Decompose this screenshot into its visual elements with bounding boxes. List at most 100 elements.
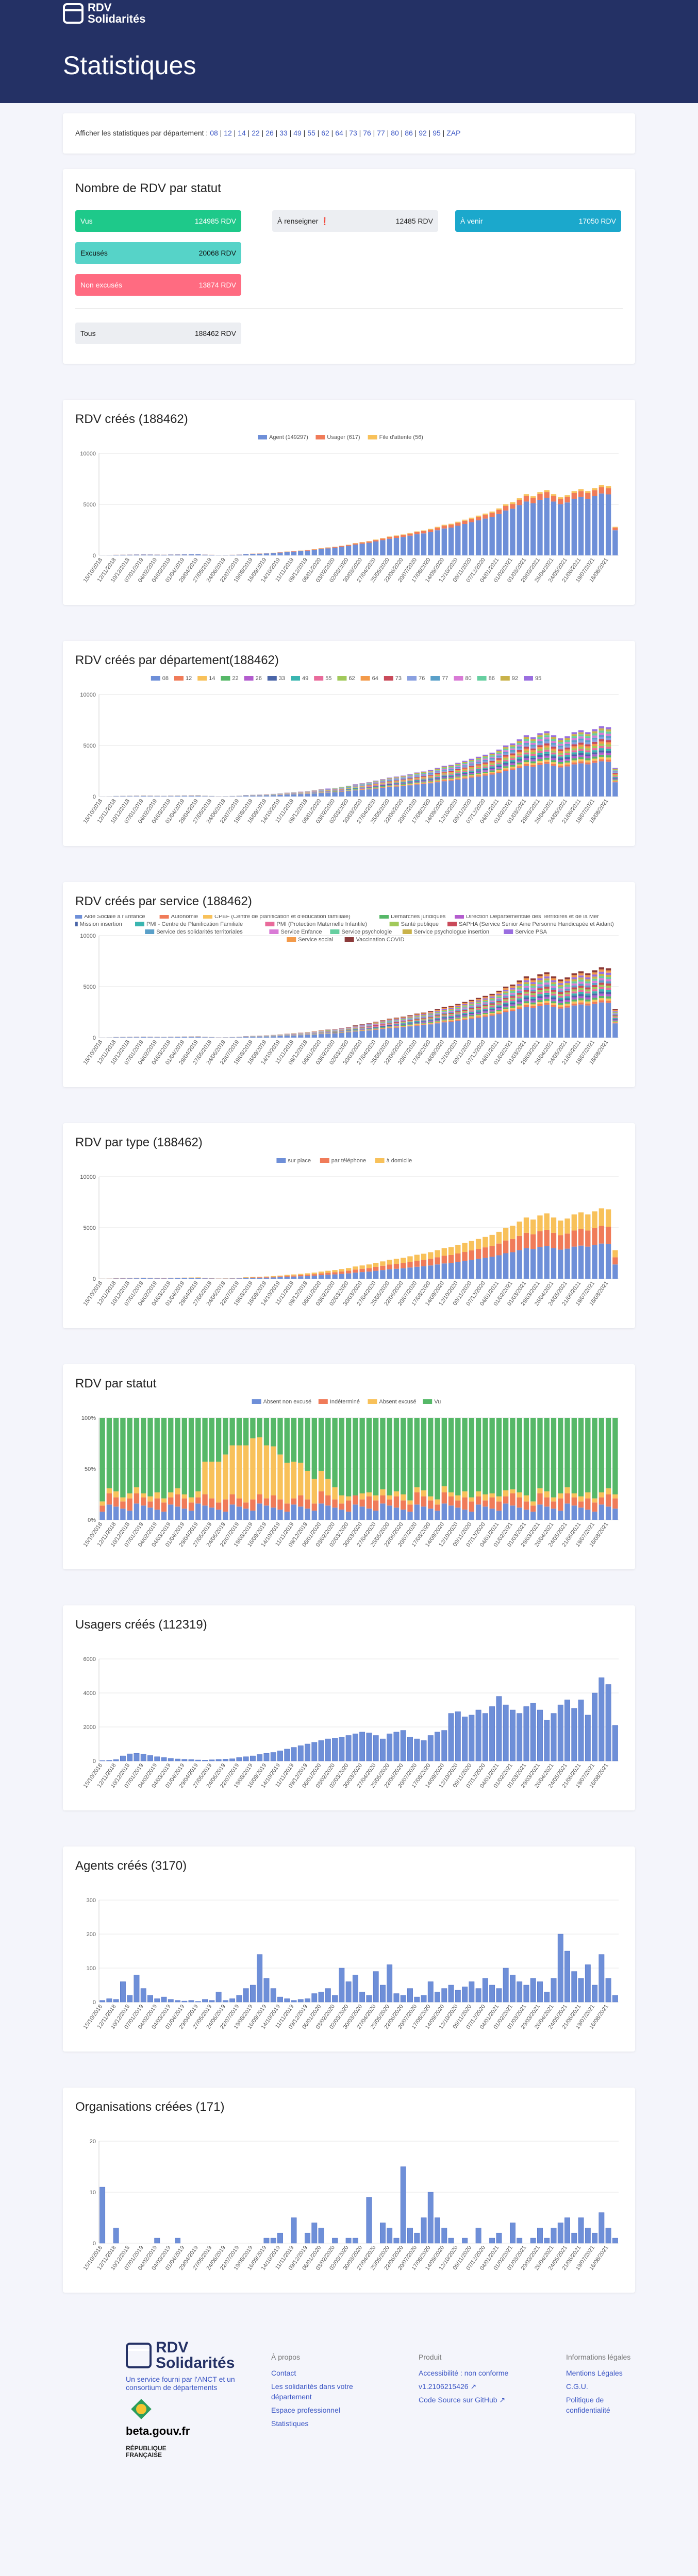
department-link-08[interactable]: 08 bbox=[210, 129, 218, 137]
department-link-26[interactable]: 26 bbox=[265, 129, 274, 137]
bar-segment bbox=[359, 1499, 365, 1507]
department-link-76[interactable]: 76 bbox=[363, 129, 371, 137]
bar-segment bbox=[380, 1024, 386, 1025]
department-link-14[interactable]: 14 bbox=[238, 129, 246, 137]
bar-segment bbox=[311, 1479, 317, 1504]
bar-segment bbox=[605, 998, 611, 1001]
department-link-73[interactable]: 73 bbox=[349, 129, 357, 137]
department-link-86[interactable]: 86 bbox=[405, 129, 413, 137]
bar-segment bbox=[141, 1278, 146, 1279]
bar-segment bbox=[393, 781, 400, 782]
bar-segment bbox=[195, 1277, 201, 1278]
footer-link-contact[interactable]: Contact bbox=[271, 2369, 296, 2377]
bar-segment bbox=[578, 740, 584, 743]
status-badge-tous: Tous 188462 RDV bbox=[75, 323, 241, 344]
bar-segment bbox=[318, 1503, 324, 1520]
department-link-ZAP[interactable]: ZAP bbox=[446, 129, 461, 137]
bar-segment bbox=[523, 991, 529, 994]
bar-segment bbox=[414, 1024, 420, 1025]
department-link-22[interactable]: 22 bbox=[252, 129, 260, 137]
department-link-80[interactable]: 80 bbox=[391, 129, 399, 137]
chart-card: RDV créés par département(188462) 08 12 14 2… bbox=[63, 641, 635, 846]
bar-segment bbox=[517, 991, 522, 993]
bar-segment bbox=[284, 1036, 290, 1038]
bar-segment bbox=[510, 1489, 516, 1494]
footer-link-github[interactable]: Code Source sur GitHub ↗ bbox=[419, 2396, 506, 2404]
bar bbox=[181, 2001, 188, 2003]
bar-segment bbox=[558, 999, 563, 1002]
department-link-95[interactable]: 95 bbox=[433, 129, 441, 137]
bar-segment bbox=[325, 1479, 331, 1496]
bar-segment bbox=[523, 764, 529, 766]
department-link-62[interactable]: 62 bbox=[321, 129, 329, 137]
bar-segment bbox=[353, 1495, 358, 1505]
site-logo[interactable]: RDV Solidarités bbox=[63, 2, 145, 25]
department-link-12[interactable]: 12 bbox=[224, 129, 232, 137]
footer-link-privacy[interactable]: Politique de confidentialité bbox=[566, 2396, 610, 2414]
bar-segment bbox=[229, 1278, 235, 1279]
bar bbox=[305, 2232, 310, 2244]
department-link-92[interactable]: 92 bbox=[419, 129, 427, 137]
bar-segment bbox=[305, 1035, 310, 1038]
bar-segment bbox=[421, 1018, 427, 1019]
footer-link-stats[interactable]: Statistiques bbox=[271, 2419, 309, 2428]
bar bbox=[503, 1704, 509, 1761]
bar-segment bbox=[537, 992, 543, 994]
bar-segment bbox=[236, 1445, 242, 1499]
bar-segment bbox=[605, 744, 611, 747]
bar-segment bbox=[469, 1014, 475, 1015]
bar-segment bbox=[564, 738, 570, 740]
bar-segment bbox=[345, 789, 352, 790]
legend-label: 33 bbox=[279, 675, 285, 682]
bar-segment bbox=[612, 1010, 618, 1011]
department-link-55[interactable]: 55 bbox=[307, 129, 315, 137]
bar-segment bbox=[517, 766, 522, 768]
bar-segment bbox=[496, 990, 502, 992]
bar-segment bbox=[345, 1027, 352, 1028]
bar-segment bbox=[243, 1277, 249, 1278]
bar-segment bbox=[469, 765, 475, 766]
bar-segment bbox=[127, 1498, 132, 1511]
footer-link-departement[interactable]: Les solidarités dans votre département bbox=[271, 2382, 353, 2401]
department-link-33[interactable]: 33 bbox=[279, 129, 288, 137]
bar-segment bbox=[407, 785, 413, 796]
bar-segment bbox=[435, 780, 440, 782]
bar-segment bbox=[530, 1008, 536, 1038]
legend-swatch bbox=[221, 676, 230, 681]
bar-segment bbox=[592, 972, 597, 975]
bar-segment bbox=[448, 770, 454, 771]
status-badge-avenir: À venir 17050 RDV bbox=[455, 210, 621, 232]
bar-segment bbox=[339, 547, 345, 555]
legend-swatch bbox=[360, 676, 370, 681]
bar-segment bbox=[578, 738, 584, 741]
footer-link-version[interactable]: v1.2106215426 ↗ bbox=[419, 2382, 477, 2391]
bar-segment bbox=[496, 995, 502, 997]
footer-link-mentions[interactable]: Mentions Légales bbox=[566, 2369, 623, 2377]
bar-segment bbox=[592, 735, 597, 738]
bar-segment bbox=[243, 1278, 249, 1279]
bar-segment bbox=[441, 767, 447, 768]
bar-segment bbox=[311, 549, 317, 550]
bar-segment bbox=[209, 1498, 215, 1508]
department-link-77[interactable]: 77 bbox=[377, 129, 385, 137]
bar-segment bbox=[523, 997, 529, 999]
chart-card: Usagers créés (112319) 0 2000 4000 6000 15/10… bbox=[63, 1605, 635, 1810]
department-link-64[interactable]: 64 bbox=[335, 129, 343, 137]
footer-link-cgu[interactable]: C.G.U. bbox=[566, 2382, 588, 2391]
bar-segment bbox=[592, 976, 597, 979]
footer-link-accessibilite[interactable]: Accessibilité : non conforme bbox=[419, 2369, 509, 2377]
bar-segment bbox=[551, 990, 557, 992]
bar bbox=[332, 1995, 338, 2003]
bar-segment bbox=[113, 1418, 119, 1492]
bar-segment bbox=[558, 985, 563, 987]
bar-segment bbox=[435, 1257, 440, 1265]
beta-gouv-link[interactable]: beta.gouv.fr bbox=[126, 2425, 190, 2437]
footer-link-espace-pro[interactable]: Espace professionnel bbox=[271, 2406, 340, 2414]
bar-segment bbox=[421, 1496, 427, 1507]
department-link-49[interactable]: 49 bbox=[293, 129, 302, 137]
bar-segment bbox=[564, 748, 570, 750]
legend-swatch bbox=[75, 915, 82, 919]
bar bbox=[448, 1713, 454, 1761]
bar-segment bbox=[401, 1020, 406, 1021]
bar-segment bbox=[558, 988, 563, 991]
